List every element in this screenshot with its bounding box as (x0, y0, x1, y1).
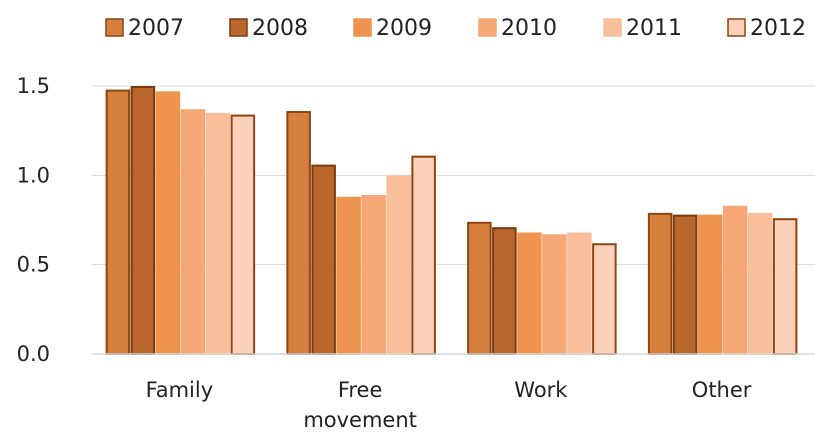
x-tick-label: Family (146, 378, 214, 402)
y-tick-label: 1.0 (17, 163, 50, 187)
bar-2010-1 (361, 194, 386, 355)
x-tick-label: Free (338, 378, 383, 402)
bar-2012-3 (772, 218, 798, 355)
legend-swatch-2010 (478, 18, 497, 37)
axes: 0.0 0.5 1.0 1.5 Family Free movement Work Other (17, 74, 815, 432)
bar-2007-1 (286, 111, 311, 355)
legend-label: 2009 (376, 16, 432, 41)
bar-2007-0 (105, 89, 131, 355)
bar-2008-3 (672, 214, 698, 355)
legend-label: 2007 (128, 16, 184, 41)
bar-2008-1 (311, 164, 336, 355)
legend-swatch-2009 (353, 18, 372, 37)
bar-2011-1 (386, 175, 411, 355)
bars (105, 86, 798, 356)
bar-2008-0 (130, 86, 156, 355)
y-tick-label: 1.5 (17, 74, 50, 98)
bar-2009-2 (517, 232, 542, 355)
legend-swatch-2008 (229, 18, 248, 37)
bar-2011-0 (205, 112, 231, 355)
x-tick-label: Other (692, 378, 752, 402)
x-tick-label: Work (514, 378, 568, 402)
legend-label: 2008 (252, 16, 308, 41)
bar-2012-0 (230, 114, 256, 355)
bar-2010-3 (722, 205, 748, 355)
legend: 2007 2008 2009 2010 2011 2012 (105, 16, 806, 41)
bar-2009-1 (336, 196, 361, 355)
bar-2009-3 (697, 214, 723, 355)
bar-2011-3 (747, 212, 773, 355)
y-tick-label: 0.5 (17, 253, 50, 277)
bar-2010-2 (542, 234, 567, 355)
bar-2011-2 (567, 232, 592, 355)
bar-2012-1 (411, 155, 436, 355)
legend-label: 2011 (626, 16, 682, 41)
x-tick-label: movement (303, 408, 417, 432)
bar-2010-0 (180, 109, 206, 355)
y-tick-label: 0.0 (17, 342, 50, 366)
legend-label: 2010 (501, 16, 557, 41)
legend-swatch-2012 (727, 18, 746, 37)
bar-2007-3 (647, 212, 673, 355)
bar-2008-2 (492, 227, 517, 355)
bar-2009-0 (155, 91, 181, 356)
legend-swatch-2007 (105, 18, 124, 37)
bar-2012-2 (592, 243, 617, 355)
legend-swatch-2011 (603, 18, 622, 37)
legend-label: 2012 (750, 16, 806, 41)
bar-2007-2 (467, 221, 492, 355)
